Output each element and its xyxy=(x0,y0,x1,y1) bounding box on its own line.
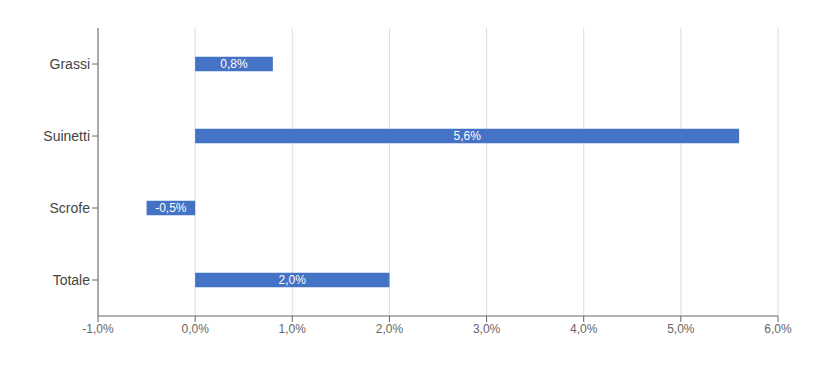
svg-text:2,0%: 2,0% xyxy=(279,273,307,287)
svg-text:-0,5%: -0,5% xyxy=(155,201,187,215)
svg-text:6,0%: 6,0% xyxy=(764,322,792,336)
svg-text:5,0%: 5,0% xyxy=(667,322,695,336)
svg-text:0,8%: 0,8% xyxy=(220,57,248,71)
svg-text:5,6%: 5,6% xyxy=(453,129,481,143)
svg-text:3,0%: 3,0% xyxy=(473,322,501,336)
svg-text:0,0%: 0,0% xyxy=(181,322,209,336)
svg-text:2,0%: 2,0% xyxy=(376,322,404,336)
svg-text:Suinetti: Suinetti xyxy=(43,128,90,144)
svg-text:-1,0%: -1,0% xyxy=(82,322,114,336)
svg-text:4,0%: 4,0% xyxy=(570,322,598,336)
svg-text:Scrofe: Scrofe xyxy=(50,200,91,216)
svg-text:Totale: Totale xyxy=(53,272,91,288)
svg-text:Grassi: Grassi xyxy=(50,56,90,72)
svg-text:1,0%: 1,0% xyxy=(279,322,307,336)
